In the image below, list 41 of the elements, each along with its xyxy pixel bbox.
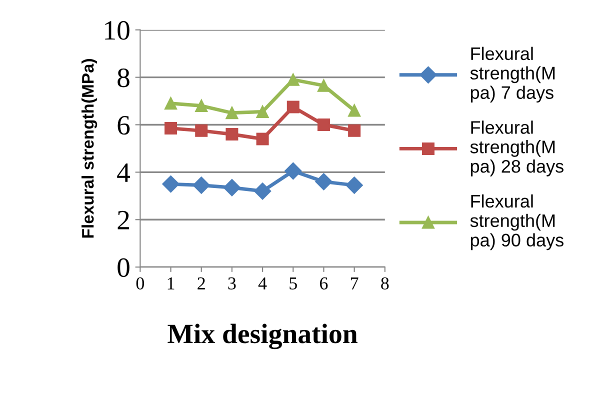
x-axis-title: Mix designation (168, 324, 358, 350)
y-tick-label: 4 (117, 164, 130, 182)
point (317, 79, 330, 92)
y-axis-title: Flexural strength(MPa) (82, 59, 98, 238)
point (223, 179, 241, 196)
point (286, 100, 300, 114)
x-tick-label: 0 (136, 277, 144, 290)
legend-label: Flexural strength(M pa) 90 days (470, 194, 564, 250)
y-tick-label: 2 (118, 210, 129, 230)
x-tick-label: 7 (351, 278, 358, 290)
point (164, 97, 178, 110)
point (226, 106, 238, 120)
legend-label: Flexural strength(M pa) 7 days (470, 46, 555, 103)
point (348, 104, 361, 117)
x-tick-label: 1 (168, 277, 174, 290)
y-tick-label: 6 (118, 116, 130, 135)
x-tick-label: 8 (381, 277, 389, 290)
x-tick-label: 2 (198, 277, 205, 290)
point (348, 124, 361, 137)
point (284, 162, 302, 180)
x-tick-label: 5 (290, 278, 297, 290)
point (286, 73, 300, 86)
point (317, 118, 330, 131)
y-tick-label: 8 (118, 68, 130, 88)
point (256, 132, 269, 146)
legend-label: Flexural strength(M pa) 28 days (470, 120, 564, 176)
y-tick-label: 0 (118, 258, 130, 277)
point (195, 124, 208, 137)
y-tick-label: 10 (105, 21, 130, 40)
x-tick-label: 6 (320, 277, 328, 290)
point (164, 122, 178, 135)
point (254, 182, 272, 200)
point (195, 100, 208, 112)
x-tick-label: 3 (228, 277, 236, 290)
point (226, 128, 238, 140)
point (315, 173, 332, 190)
point (162, 176, 180, 193)
point (256, 105, 269, 118)
point (346, 176, 363, 194)
x-tick-label: 4 (258, 277, 267, 290)
point (192, 176, 210, 194)
